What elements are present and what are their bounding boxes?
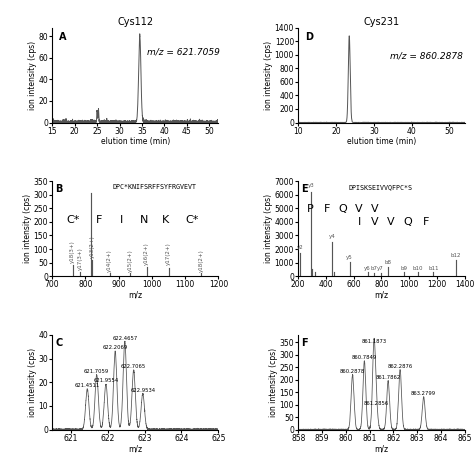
Text: b11: b11 [428,266,438,271]
Text: b12: b12 [451,253,462,258]
Text: b8: b8 [385,260,392,265]
Text: DPC*KNIFSRFFSYFRGVEVT: DPC*KNIFSRFFSYFRGVEVT [112,184,196,190]
Text: F: F [422,217,429,227]
Y-axis label: ion intensity (cps): ion intensity (cps) [28,348,37,417]
Text: y17(3+): y17(3+) [78,247,82,270]
Text: N: N [139,215,148,225]
Text: E: E [301,184,308,194]
Text: 622.4657: 622.4657 [112,336,137,341]
Text: 622.7065: 622.7065 [121,364,146,369]
X-axis label: m/z: m/z [128,444,142,453]
Text: 862.2876: 862.2876 [387,364,413,369]
Text: b9: b9 [400,266,407,271]
Text: 861.1873: 861.1873 [361,339,386,344]
Text: y14(2+): y14(2+) [107,249,112,272]
Text: y7: y7 [377,267,384,271]
X-axis label: m/z: m/z [374,444,388,453]
Text: m/z = 860.2878: m/z = 860.2878 [390,51,463,60]
Text: 622.2069: 622.2069 [102,345,128,350]
Text: y18(3+): y18(3+) [70,240,75,262]
Text: y4: y4 [328,234,335,239]
Text: 621.9554: 621.9554 [93,378,118,383]
Text: 863.2799: 863.2799 [411,391,436,396]
Text: C*: C* [66,215,80,225]
Text: y3: y3 [308,183,314,188]
Text: Q: Q [338,204,347,214]
Text: V: V [371,217,378,227]
Text: 622.9534: 622.9534 [130,388,155,393]
Text: V: V [356,204,363,214]
Text: y17(2+): y17(2+) [166,243,171,265]
Text: Q: Q [403,217,412,227]
Title: Cys112: Cys112 [117,17,154,27]
Text: B: B [55,184,63,194]
Text: F: F [96,215,102,225]
Title: Cys231: Cys231 [363,17,400,27]
Y-axis label: ion intensity (cps): ion intensity (cps) [28,41,37,109]
Text: 621.7059: 621.7059 [84,369,109,374]
Text: y2: y2 [297,245,304,250]
Text: A: A [59,32,66,43]
Text: y16(2+): y16(2+) [144,242,149,265]
Text: b10: b10 [413,266,423,271]
Text: 861.7862: 861.7862 [375,375,401,380]
Text: y18(2+): y18(2+) [199,249,204,272]
Text: y5: y5 [346,255,353,260]
Y-axis label: ion intensity (cps): ion intensity (cps) [269,348,278,417]
Text: y6: y6 [364,267,371,271]
Text: C*: C* [185,215,199,225]
Text: y15(2+): y15(2+) [128,249,133,272]
Text: F: F [324,204,330,214]
X-axis label: m/z: m/z [374,291,388,300]
Y-axis label: ion intensity (cps): ion intensity (cps) [264,194,273,263]
Text: 861.2856: 861.2856 [364,401,389,406]
Text: F: F [301,338,308,348]
X-axis label: elution time (min): elution time (min) [347,137,416,146]
Text: P: P [307,204,314,214]
Text: V: V [371,204,378,214]
X-axis label: m/z: m/z [128,291,142,300]
Text: 621.4511: 621.4511 [75,383,100,388]
Text: DPISKSEIVVQFPC*S: DPISKSEIVVQFPC*S [348,184,412,190]
Text: 860.2878: 860.2878 [340,369,365,374]
Text: 860.7849: 860.7849 [352,355,377,360]
Y-axis label: ion intensity (cps): ion intensity (cps) [23,194,32,263]
Text: C: C [55,338,63,348]
Text: D: D [305,32,313,43]
Y-axis label: ion intensity (cps): ion intensity (cps) [264,41,273,109]
Text: I: I [120,215,124,225]
Text: I: I [357,217,361,227]
Text: m/z = 621.7059: m/z = 621.7059 [147,47,220,56]
Text: b7: b7 [371,267,378,271]
X-axis label: elution time (min): elution time (min) [100,137,170,146]
Text: K: K [162,215,169,225]
Text: V: V [387,217,395,227]
Text: y13(2+): y13(2+) [90,235,94,258]
